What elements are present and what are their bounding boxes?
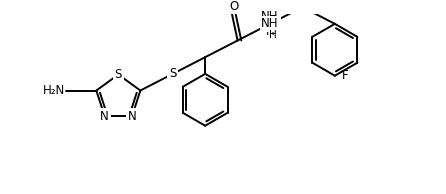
Text: S: S xyxy=(169,67,177,80)
Text: H: H xyxy=(269,30,277,40)
Text: NH
H: NH H xyxy=(261,10,279,38)
Text: N: N xyxy=(128,110,136,123)
Text: F: F xyxy=(342,69,349,82)
Text: NH: NH xyxy=(261,17,279,30)
Text: O: O xyxy=(229,0,239,13)
Text: H₂N: H₂N xyxy=(42,84,65,97)
Text: S: S xyxy=(115,68,122,81)
Text: N: N xyxy=(100,110,109,123)
